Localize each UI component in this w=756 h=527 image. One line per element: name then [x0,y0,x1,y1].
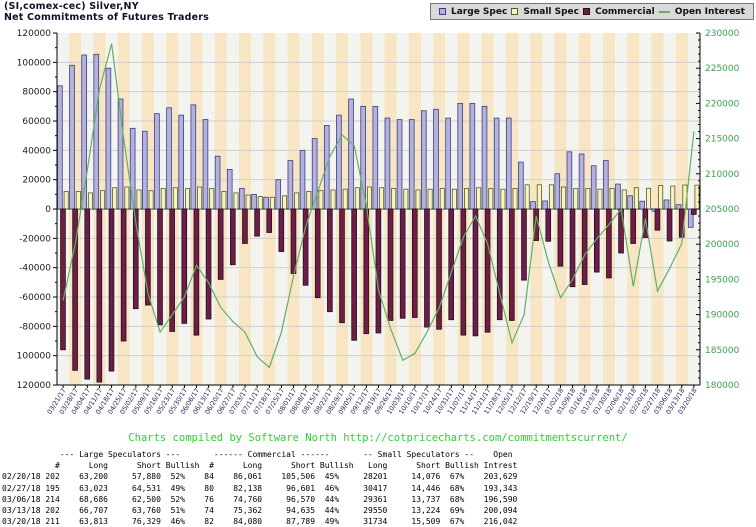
svg-text:180000: 180000 [705,381,740,391]
cot-table-header-columns: # Long Short Bullish # Long Short Bullis… [2,461,518,471]
commercial-swatch-icon [583,8,591,15]
svg-text:-20000: -20000 [19,234,51,244]
large-spec-swatch-icon [439,8,446,15]
cot-table: --- Large Speculators --- ------ Commerc… [2,449,517,527]
svg-text:100000: 100000 [17,58,52,68]
svg-text:-80000: -80000 [19,322,51,332]
small-spec-swatch-icon [511,8,519,15]
svg-text:-60000: -60000 [19,293,51,303]
legend-label-large-spec: Large Spec [451,6,508,17]
open-interest-swatch-icon [658,10,670,13]
svg-text:120000: 120000 [17,381,52,391]
svg-text:185000: 185000 [705,346,740,356]
chart-title: (SI,comex-cec) Silver,NY Net Commitments … [4,1,210,23]
legend-item-small-spec: Small Spec [511,7,579,17]
svg-text:60000: 60000 [22,117,51,127]
svg-text:215000: 215000 [705,135,740,145]
svg-text:40000: 40000 [22,146,51,156]
cot-table-header-groups: --- Large Speculators --- ------ Commerc… [2,450,513,459]
legend-item-commercial: Commercial [583,7,655,17]
legend-label-commercial: Commercial [595,6,655,17]
svg-text:190000: 190000 [705,311,740,321]
legend-item-large-spec: Large Spec [439,7,507,17]
legend-label-open-interest: Open Interest [674,6,745,17]
svg-text:200000: 200000 [705,240,740,250]
chart-title-line1: (SI,comex-cec) Silver,NY [4,1,139,12]
svg-text:-40000: -40000 [19,264,51,274]
credit-line: Charts compiled by Software North http:/… [128,432,628,444]
svg-text:0: 0 [45,205,51,215]
svg-text:230000: 230000 [705,29,740,39]
svg-text:205000: 205000 [705,205,740,215]
legend-item-open-interest: Open Interest [658,6,745,17]
cot-table-rows: 02/20/18 202 63,200 57,880 52% 84 86,061… [2,472,518,527]
svg-text:80000: 80000 [22,88,51,98]
svg-text:225000: 225000 [705,64,740,74]
svg-text:210000: 210000 [705,170,740,180]
svg-text:220000: 220000 [705,99,740,109]
chart-title-line2: Net Commitments of Futures Traders [4,11,210,23]
svg-text:195000: 195000 [705,275,740,285]
svg-text:100000: 100000 [17,352,52,362]
legend-label-small-spec: Small Spec [523,6,579,17]
svg-text:120000: 120000 [17,29,52,39]
chart-legend: Large Spec Small Spec Commercial Open In… [430,3,754,20]
svg-text:20000: 20000 [22,176,51,186]
